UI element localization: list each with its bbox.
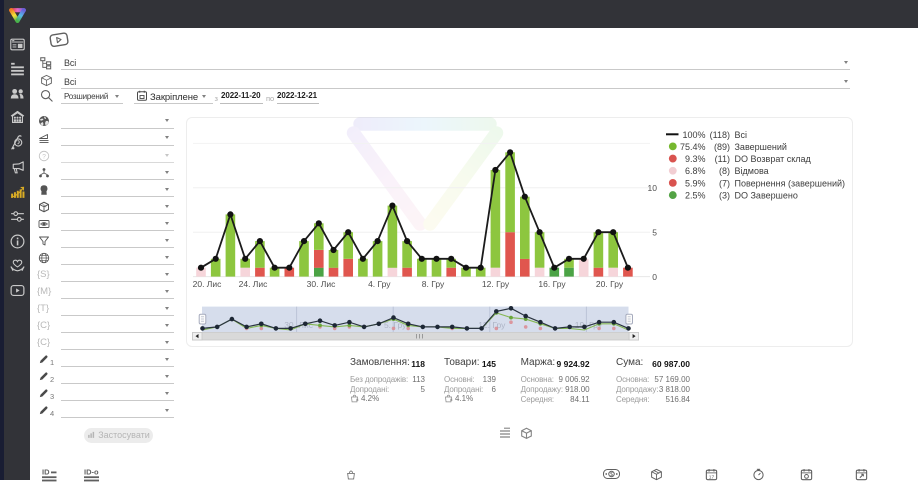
svg-text:(89): (89) (714, 142, 730, 152)
svg-text:(118): (118) (710, 130, 730, 140)
svg-text:Всі: Всі (735, 130, 748, 140)
svg-text:12. Гру: 12. Гру (482, 279, 510, 289)
svg-text:12. Гру: 12. Гру (478, 320, 506, 330)
svg-text:DO Возврат склад: DO Возврат склад (735, 154, 812, 164)
svg-text:100%: 100% (682, 130, 705, 140)
svg-text:75.4%: 75.4% (680, 142, 706, 152)
svg-text:16. Гру: 16. Гру (538, 279, 566, 289)
svg-text:2.5%: 2.5% (685, 191, 706, 201)
svg-text:30. Лис: 30. Лис (307, 279, 337, 289)
svg-text:ID: ID (42, 468, 50, 477)
svg-text:5.9%: 5.9% (685, 178, 706, 188)
svg-text:5. Гру: 5. Гру (384, 320, 407, 330)
svg-text:Відмова: Відмова (735, 166, 769, 176)
svg-text:(8): (8) (719, 166, 730, 176)
svg-text:$: $ (610, 472, 613, 478)
svg-text:ID-o: ID-o (84, 468, 99, 477)
svg-text:17: 17 (709, 474, 715, 480)
svg-text:9.3%: 9.3% (685, 154, 706, 164)
svg-text:30. Лис: 30. Лис (284, 320, 314, 330)
svg-text:0: 0 (652, 272, 657, 282)
svg-text:(3): (3) (719, 191, 730, 201)
svg-text:(7): (7) (719, 178, 730, 188)
svg-text:4. Гру: 4. Гру (368, 279, 391, 289)
svg-text:Повернення (завершений): Повернення (завершений) (735, 178, 846, 188)
svg-text:10: 10 (648, 183, 658, 193)
svg-text:DO Завершено: DO Завершено (735, 191, 798, 201)
svg-text:8. Гру: 8. Гру (422, 279, 445, 289)
svg-text:5: 5 (652, 228, 657, 238)
svg-text:?: ? (42, 153, 46, 160)
svg-text:Завершений: Завершений (735, 142, 787, 152)
svg-text:20. Гру: 20. Гру (596, 279, 624, 289)
svg-text:24. Лис: 24. Лис (239, 279, 269, 289)
svg-text:(11): (11) (715, 154, 730, 164)
svg-text:20. Лис: 20. Лис (193, 279, 223, 289)
svg-text:6.8%: 6.8% (685, 166, 706, 176)
